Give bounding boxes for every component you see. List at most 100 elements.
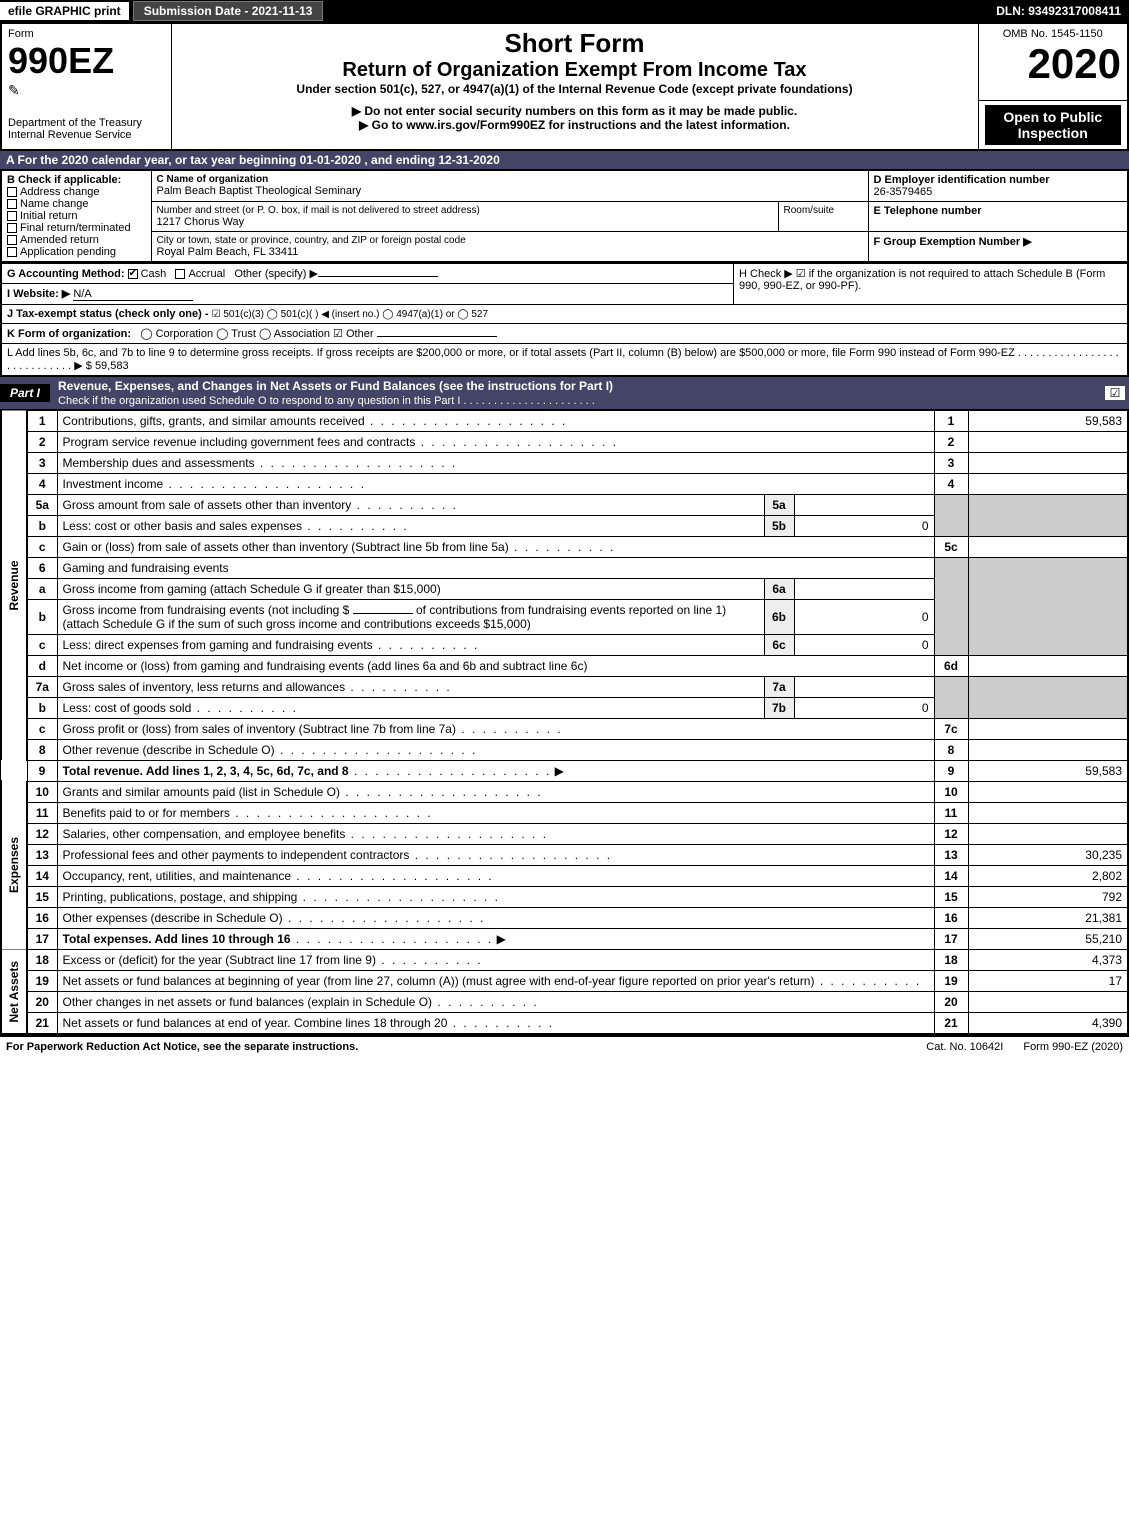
line-17-num: 17 (27, 928, 57, 949)
box-b-title: B Check if applicable: (7, 174, 146, 186)
org-name: Palm Beach Baptist Theological Seminary (157, 185, 863, 197)
line-16-id: 16 (934, 907, 968, 928)
goto-link[interactable]: ▶ Go to www.irs.gov/Form990EZ for instru… (178, 118, 972, 132)
chk-cash[interactable] (128, 269, 138, 279)
line-17-val: 55,210 (968, 928, 1128, 949)
line-6d-num: d (27, 655, 57, 676)
line-1-desc: Contributions, gifts, grants, and simila… (63, 414, 568, 428)
line-6a-mid: 6a (764, 578, 794, 599)
gross-receipts: 59,583 (95, 360, 129, 372)
line-6d-desc: Net income or (loss) from gaming and fun… (57, 655, 934, 676)
box-c-city-label: City or town, state or province, country… (157, 235, 863, 246)
line-8-desc: Other revenue (describe in Schedule O) (63, 743, 478, 757)
line-6-desc: Gaming and fundraising events (57, 557, 934, 578)
line-5b-num: b (27, 515, 57, 536)
line-12-num: 12 (27, 823, 57, 844)
title-return: Return of Organization Exempt From Incom… (178, 59, 972, 82)
footer-formno: Form 990-EZ (2020) (1023, 1041, 1123, 1053)
line-14-val: 2,802 (968, 865, 1128, 886)
efile-label[interactable]: efile GRAPHIC print (0, 2, 129, 20)
line-6d-id: 6d (934, 655, 968, 676)
top-bar: efile GRAPHIC print Submission Date - 20… (0, 0, 1129, 22)
line-7c-num: c (27, 718, 57, 739)
line-8-val (968, 739, 1128, 760)
chk-application-pending[interactable]: Application pending (7, 246, 146, 258)
line-16-num: 16 (27, 907, 57, 928)
line-5c-num: c (27, 536, 57, 557)
chk-initial-return[interactable]: Initial return (7, 210, 146, 222)
line-1-id: 1 (934, 410, 968, 432)
box-k-label: K Form of organization: (7, 328, 131, 340)
line-21-val: 4,390 (968, 1012, 1128, 1034)
line-15-val: 792 (968, 886, 1128, 907)
line-21-id: 21 (934, 1012, 968, 1034)
lines-table: Revenue 1 Contributions, gifts, grants, … (0, 409, 1129, 1035)
line-11-id: 11 (934, 802, 968, 823)
line-12-val (968, 823, 1128, 844)
line-12-id: 12 (934, 823, 968, 844)
room-suite-label: Room/suite (784, 205, 863, 216)
line-19-val: 17 (968, 970, 1128, 991)
line-14-num: 14 (27, 865, 57, 886)
line-14-id: 14 (934, 865, 968, 886)
schedule-o-check[interactable]: ☑ (1105, 386, 1125, 400)
chk-address-change[interactable]: Address change (7, 186, 146, 198)
open-public: Open to Public (989, 109, 1118, 125)
subtitle: Under section 501(c), 527, or 4947(a)(1)… (178, 82, 972, 96)
chk-name-change[interactable]: Name change (7, 198, 146, 210)
line-6b-input[interactable] (353, 613, 413, 614)
irs-label: Internal Revenue Service (8, 129, 165, 141)
tax-period: A For the 2020 calendar year, or tax yea… (0, 151, 1129, 169)
info-g-to-l: G Accounting Method: Cash Accrual Other … (0, 263, 1129, 377)
ssn-warning: ▶ Do not enter social security numbers o… (178, 104, 972, 118)
other-specify-input[interactable] (318, 276, 438, 277)
form-number: 990EZ (8, 40, 165, 82)
line-13-num: 13 (27, 844, 57, 865)
omb-number: OMB No. 1545-1150 (985, 28, 1122, 40)
line-20-id: 20 (934, 991, 968, 1012)
line-7b-mval: 0 (794, 697, 934, 718)
arrow-icon: ▶ (497, 932, 506, 946)
line-2-desc: Program service revenue including govern… (63, 435, 619, 449)
line-4-desc: Investment income (63, 477, 366, 491)
box-k-opts[interactable]: ◯ Corporation ◯ Trust ◯ Association ☑ Ot… (140, 328, 373, 340)
line-6-num: 6 (27, 557, 57, 578)
line-7c-desc: Gross profit or (loss) from sales of inv… (63, 722, 563, 736)
line-19-id: 19 (934, 970, 968, 991)
line-3-desc: Membership dues and assessments (63, 456, 458, 470)
line-9-val: 59,583 (968, 760, 1128, 781)
line-9-id: 9 (934, 760, 968, 781)
org-address: 1217 Chorus Way (157, 216, 773, 228)
part-1-title: Revenue, Expenses, and Changes in Net As… (58, 379, 613, 393)
expenses-side-label: Expenses (1, 781, 27, 949)
website-value: N/A (73, 288, 193, 301)
revenue-side-label: Revenue (1, 410, 27, 761)
line-13-val: 30,235 (968, 844, 1128, 865)
line-8-num: 8 (27, 739, 57, 760)
line-4-num: 4 (27, 473, 57, 494)
line-11-desc: Benefits paid to or for members (63, 806, 433, 820)
line-6a-mval (794, 578, 934, 599)
chk-final-return[interactable]: Final return/terminated (7, 222, 146, 234)
line-3-id: 3 (934, 452, 968, 473)
org-city: Royal Palm Beach, FL 33411 (157, 246, 863, 258)
line-15-id: 15 (934, 886, 968, 907)
page-footer: For Paperwork Reduction Act Notice, see … (0, 1035, 1129, 1057)
chk-amended-return[interactable]: Amended return (7, 234, 146, 246)
box-l-text: L Add lines 5b, 6c, and 7b to line 9 to … (7, 347, 1119, 372)
chk-accrual[interactable] (175, 269, 185, 279)
footer-catno: Cat. No. 10642I (906, 1041, 1023, 1053)
line-2-id: 2 (934, 431, 968, 452)
line-5c-desc: Gain or (loss) from sale of assets other… (63, 540, 616, 554)
other-org-input[interactable] (377, 336, 497, 337)
line-7a-mval (794, 676, 934, 697)
line-7b-mid: 7b (764, 697, 794, 718)
box-j-opts[interactable]: ☑ 501(c)(3) ◯ 501(c)( ) ◀ (insert no.) ◯… (212, 309, 488, 320)
line-5a-num: 5a (27, 494, 57, 515)
line-5a-desc: Gross amount from sale of assets other t… (63, 498, 459, 512)
line-6d-val (968, 655, 1128, 676)
line-19-num: 19 (27, 970, 57, 991)
line-17-desc: Total expenses. Add lines 10 through 16 (63, 932, 291, 946)
title-short-form: Short Form (178, 28, 972, 59)
line-21-num: 21 (27, 1012, 57, 1034)
